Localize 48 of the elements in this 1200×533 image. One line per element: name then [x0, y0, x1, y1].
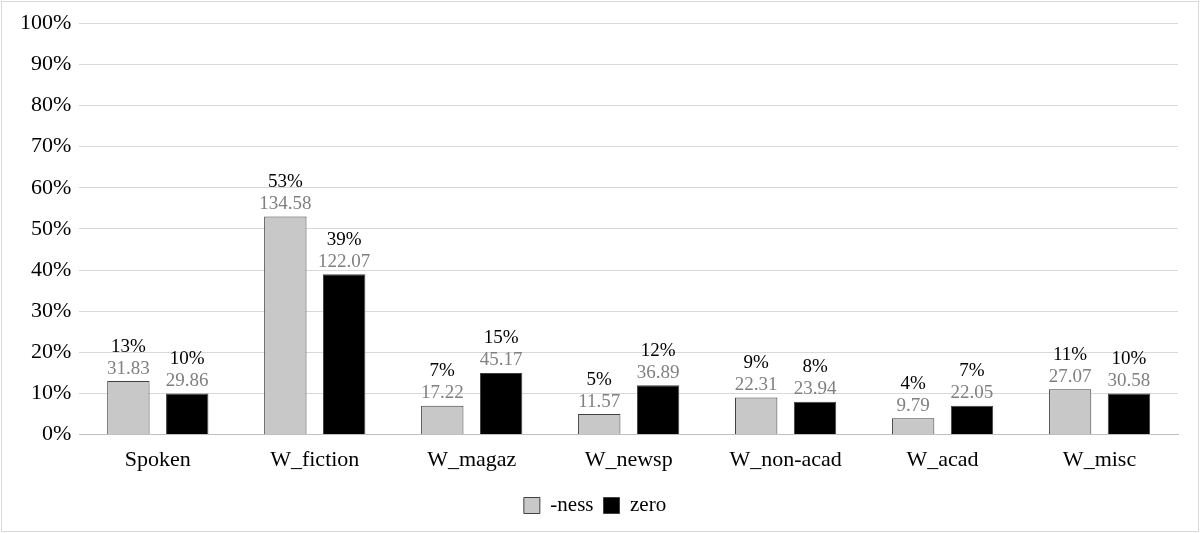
- annotation: 29.86: [165, 368, 209, 390]
- annotation: 36.89: [636, 360, 680, 382]
- x-tick-label: W_non-acad: [729, 445, 842, 471]
- legend-label: -ness: [550, 492, 594, 517]
- y-tick-label: 80%: [31, 91, 72, 117]
- data-label: 5%: [586, 367, 613, 389]
- data-label: 7%: [429, 359, 456, 381]
- data-label: 10%: [169, 346, 205, 368]
- annotation: 11.57: [578, 389, 621, 411]
- annotation: 9.79: [896, 393, 930, 415]
- data-label: 53%: [267, 170, 303, 192]
- y-tick-label: 10%: [31, 379, 72, 405]
- x-tick-label: W_misc: [1062, 445, 1137, 471]
- y-tick-label: 20%: [31, 338, 72, 364]
- annotation: 17.22: [420, 381, 464, 403]
- data-label: 4%: [900, 371, 926, 393]
- y-tick-label: 40%: [31, 255, 72, 281]
- y-tick-label: 60%: [31, 173, 72, 199]
- data-label: 8%: [802, 355, 828, 377]
- x-tick-label: W_magaz: [427, 445, 517, 471]
- annotation: 23.94: [793, 377, 837, 399]
- x-tick-label: W_fiction: [270, 445, 360, 471]
- annotation: 22.05: [950, 381, 994, 403]
- y-tick-label: 100%: [20, 8, 72, 34]
- annotation: 31.83: [107, 356, 150, 378]
- annotation: 122.07: [318, 249, 371, 271]
- data-label: 39%: [326, 227, 362, 249]
- annotation: 30.58: [1107, 368, 1151, 390]
- legend-label: zero: [630, 492, 667, 517]
- annotation: 45.17: [479, 348, 523, 370]
- data-label: 15%: [483, 326, 519, 348]
- y-tick-label: 90%: [31, 50, 72, 76]
- y-tick-label: 30%: [31, 296, 72, 322]
- y-tick-label: 0%: [42, 420, 72, 446]
- data-label: 7%: [959, 359, 985, 381]
- annotation: 134.58: [259, 192, 312, 214]
- x-tick-label: W_acad: [906, 445, 979, 471]
- annotation: 27.07: [1048, 364, 1092, 386]
- x-tick-label: Spoken: [124, 445, 191, 471]
- data-label: 11%: [1053, 342, 1088, 364]
- y-tick-label: 50%: [31, 214, 72, 240]
- data-label: 13%: [110, 334, 146, 356]
- data-label: 12%: [640, 338, 676, 360]
- annotation: 22.31: [734, 373, 778, 395]
- data-label: 9%: [743, 351, 770, 373]
- data-label: 10%: [1111, 346, 1147, 368]
- y-tick-label: 70%: [31, 132, 72, 158]
- x-tick-label: W_newsp: [584, 445, 673, 471]
